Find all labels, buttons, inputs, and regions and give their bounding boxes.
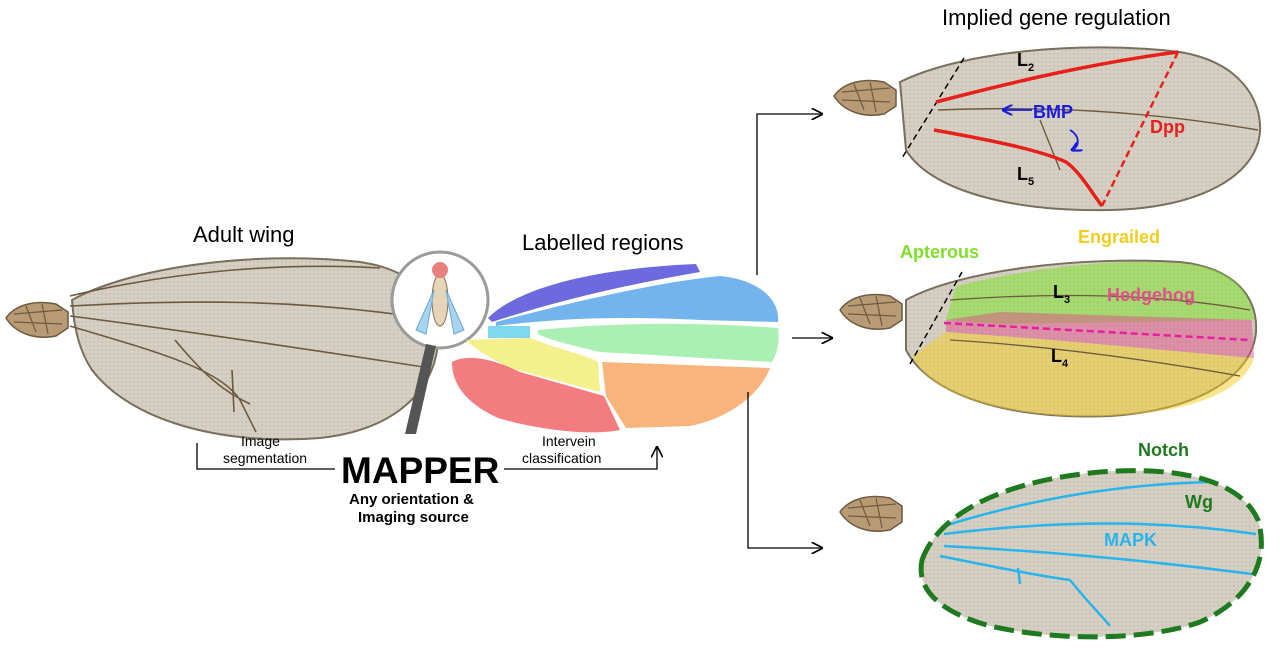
panel-dpp-bmp: BMP Dpp L2 L5	[833, 46, 1262, 212]
panel-notch-wg-mapk: Notch Wg MAPK	[839, 440, 1264, 640]
adult-wing-title: Adult wing	[193, 222, 295, 247]
mapper-subtitle-line1: Any orientation &	[349, 491, 474, 508]
panel-ap-en-hh: Apterous Engrailed Hedgehog L3 L4	[839, 227, 1258, 418]
top-wing-blade	[898, 46, 1262, 212]
adult-wing-figure: Adult wing	[5, 222, 440, 441]
dpp-vein-l2	[935, 50, 1179, 104]
region-red	[452, 357, 620, 433]
bmp-label: BMP	[1033, 102, 1073, 122]
segmentation-label-line2: segmentation	[223, 450, 307, 466]
pipeline-connectors	[196, 443, 657, 470]
notch-label: Notch	[1138, 440, 1189, 460]
labelled-regions-title: Labelled regions	[522, 230, 683, 255]
notch-margin	[918, 468, 1264, 640]
adult-wing-blade	[70, 257, 440, 441]
region-cyan	[488, 326, 530, 338]
bottom-wing-hinge	[839, 495, 903, 532]
region-mint	[538, 323, 779, 362]
vein-l3-label: L3	[1053, 282, 1070, 306]
region-orange	[602, 362, 770, 428]
engrailed-label: Engrailed	[1078, 227, 1160, 247]
adult-wing-veins	[69, 265, 437, 433]
mapper-title: MAPPER	[341, 450, 499, 491]
region-yellow	[466, 338, 600, 392]
apterous-region	[946, 262, 1254, 324]
classification-label-line1: Intervein	[542, 433, 596, 449]
arrow-to-bottom-panel	[747, 392, 822, 548]
dpp-boundary-line	[1100, 51, 1180, 207]
mapk-label: MAPK	[1104, 530, 1157, 550]
bmp-arrow-down	[1070, 129, 1078, 150]
bottom-wing-blade	[921, 470, 1262, 637]
hedgehog-label: Hedgehog	[1107, 285, 1195, 305]
top-wing-hinge	[833, 79, 897, 116]
hedgehog-boundary-line	[943, 321, 1251, 342]
branch-arrows	[747, 114, 832, 548]
vein-l5-label: L5	[1017, 164, 1034, 188]
region-blue	[496, 276, 779, 326]
apterous-label: Apterous	[900, 242, 979, 262]
wg-label: Wg	[1185, 492, 1213, 512]
adult-wing-hinge	[5, 301, 69, 338]
fly-icon	[415, 262, 465, 335]
magnifier-icon	[390, 250, 490, 434]
mapk-veins	[939, 480, 1257, 627]
region-purple	[488, 264, 700, 322]
vein-l2-label: L2	[1017, 50, 1034, 74]
implied-regulation-title: Implied gene regulation	[942, 5, 1171, 30]
engrailed-region	[912, 332, 1254, 417]
arrow-to-top-panel	[756, 114, 822, 275]
mid-wing-hinge	[839, 293, 903, 330]
mid-hinge-cut-line	[909, 271, 963, 365]
hedgehog-region	[946, 312, 1254, 358]
labelled-regions-figure: Labelled regions	[452, 230, 779, 433]
segmentation-label-line1: Image	[241, 433, 280, 449]
dpp-label: Dpp	[1150, 117, 1185, 137]
dpp-vein-l5	[933, 128, 1104, 208]
vein-l4-label: L4	[1051, 346, 1069, 370]
segmentation-connector	[196, 443, 335, 470]
classification-connector	[504, 447, 657, 470]
mapper-subtitle-line2: Imaging source	[358, 509, 469, 526]
classification-label-line2: classification	[522, 450, 601, 466]
